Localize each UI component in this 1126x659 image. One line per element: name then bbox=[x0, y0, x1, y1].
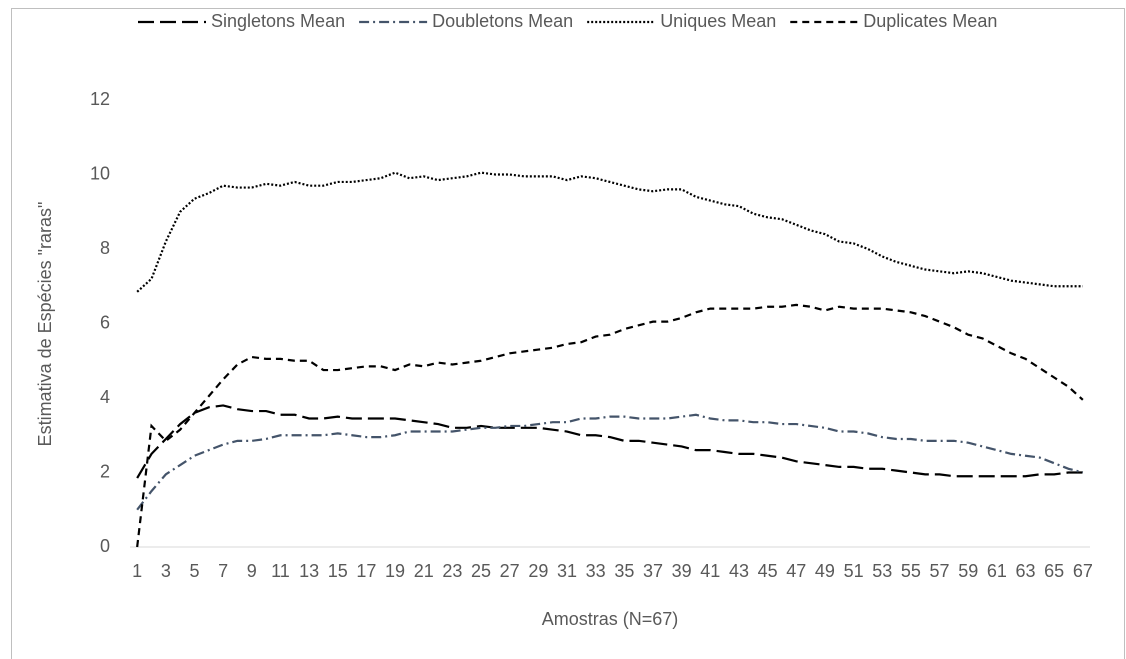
legend-label: Doubletons Mean bbox=[432, 11, 573, 31]
x-tick-label: 23 bbox=[442, 561, 462, 581]
x-tick-label: 59 bbox=[958, 561, 978, 581]
y-tick-label: 8 bbox=[100, 238, 110, 258]
x-tick-label: 61 bbox=[987, 561, 1007, 581]
x-tick-label: 55 bbox=[901, 561, 921, 581]
x-tick-label: 47 bbox=[786, 561, 806, 581]
x-tick-label: 49 bbox=[815, 561, 835, 581]
legend-label: Singletons Mean bbox=[211, 11, 345, 31]
x-tick-label: 5 bbox=[189, 561, 199, 581]
y-tick-label: 4 bbox=[100, 387, 110, 407]
x-tick-label: 17 bbox=[356, 561, 376, 581]
y-tick-label: 12 bbox=[90, 89, 110, 109]
x-tick-label: 41 bbox=[700, 561, 720, 581]
series-line bbox=[136, 404, 1083, 479]
x-tick-label: 3 bbox=[161, 561, 171, 581]
x-tick-label: 31 bbox=[557, 561, 577, 581]
series-line bbox=[136, 413, 1084, 511]
x-tick-label: 25 bbox=[471, 561, 491, 581]
y-tick-label: 2 bbox=[100, 461, 110, 481]
x-tick-label: 21 bbox=[414, 561, 434, 581]
x-tick-label: 7 bbox=[218, 561, 228, 581]
x-tick-label: 1 bbox=[132, 561, 142, 581]
series-line bbox=[136, 171, 1083, 293]
x-tick-label: 53 bbox=[872, 561, 892, 581]
x-tick-label: 63 bbox=[1016, 561, 1036, 581]
x-axis-label: Amostras (N=67) bbox=[542, 609, 679, 629]
x-tick-label: 37 bbox=[643, 561, 663, 581]
y-tick-label: 10 bbox=[90, 163, 110, 183]
series-line bbox=[136, 303, 1084, 548]
x-tick-label: 51 bbox=[844, 561, 864, 581]
x-tick-label: 67 bbox=[1073, 561, 1093, 581]
x-tick-label: 13 bbox=[299, 561, 319, 581]
x-tick-label: 43 bbox=[729, 561, 749, 581]
x-tick-label: 35 bbox=[614, 561, 634, 581]
legend-label: Uniques Mean bbox=[660, 11, 776, 31]
x-tick-label: 57 bbox=[930, 561, 950, 581]
x-tick-label: 65 bbox=[1044, 561, 1064, 581]
x-tick-label: 19 bbox=[385, 561, 405, 581]
x-tick-label: 27 bbox=[500, 561, 520, 581]
y-axis-label: Estimativa de Espécies "raras" bbox=[35, 202, 55, 447]
x-tick-label: 39 bbox=[672, 561, 692, 581]
x-tick-label: 9 bbox=[247, 561, 257, 581]
x-tick-label: 15 bbox=[328, 561, 348, 581]
chart-frame bbox=[11, 8, 1125, 659]
legend-label: Duplicates Mean bbox=[863, 11, 997, 31]
x-tick-label: 11 bbox=[271, 561, 290, 581]
x-tick-label: 33 bbox=[586, 561, 606, 581]
x-tick-label: 45 bbox=[758, 561, 778, 581]
x-tick-label: 29 bbox=[528, 561, 548, 581]
y-tick-label: 6 bbox=[100, 312, 110, 332]
y-tick-label: 0 bbox=[100, 536, 110, 556]
